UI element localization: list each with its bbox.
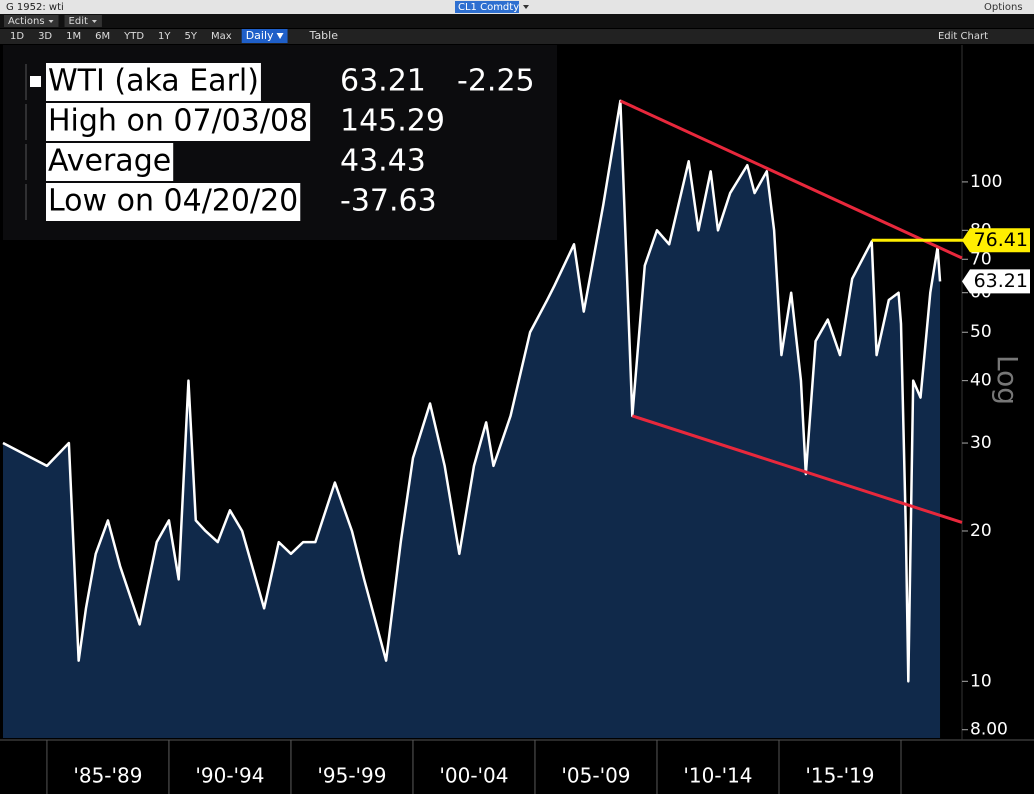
area: [3, 100, 941, 739]
stat-value: 63.21: [340, 64, 426, 99]
x-tick-label: '05-'09: [561, 764, 630, 788]
x-tick-label: '15-'19: [805, 764, 874, 788]
menu-button[interactable]: [4, 15, 59, 27]
y-tick-label: 10: [970, 671, 992, 691]
menu-button[interactable]: [64, 15, 102, 27]
trendline: [619, 99, 963, 260]
table-button[interactable]: Table: [309, 29, 339, 42]
y-tick-label: 20: [970, 521, 992, 541]
ticker[interactable]: CL1 Comdty: [458, 2, 519, 13]
stat-label: Average: [48, 144, 171, 179]
x-tick-label: '85-'89: [73, 764, 142, 788]
stat-value: -37.63: [340, 184, 437, 219]
stat-label-bg: [46, 143, 174, 181]
dropdown-icon: [91, 20, 97, 23]
dropdown-icon: [48, 20, 54, 23]
stat-label-bg: [46, 63, 261, 101]
y-tick-label: 8.00: [970, 720, 1008, 740]
trendline: [631, 414, 963, 524]
stat-label: Low on 04/20/20: [48, 184, 298, 219]
toolbar: [0, 29, 1034, 44]
range-button[interactable]: Max: [211, 31, 232, 42]
edit-chart[interactable]: Edit Chart: [938, 31, 988, 42]
range-button[interactable]: 3D: [38, 31, 52, 42]
dropdown-icon: [276, 33, 284, 39]
menu-bar: [0, 14, 1034, 28]
x-tick-label: '10-'14: [683, 764, 752, 788]
range-button[interactable]: 6M: [95, 31, 110, 42]
stat-label-bg: [46, 103, 311, 141]
stat-value: 43.43: [340, 144, 426, 179]
price-label: 63.21: [974, 270, 1028, 292]
legend-swatch: [30, 76, 41, 87]
y-tick-label: 30: [970, 433, 992, 453]
y-axis-label: Log: [991, 355, 1024, 405]
ticker-box[interactable]: [455, 1, 519, 13]
frequency-label[interactable]: Daily: [246, 29, 274, 42]
options[interactable]: Options: [984, 2, 1023, 13]
menu-label[interactable]: Actions: [8, 16, 45, 27]
x-tick-label: '95-'99: [317, 764, 386, 788]
stat-value: 145.29: [340, 104, 445, 139]
range-button[interactable]: 1D: [10, 31, 24, 42]
menu-label[interactable]: Edit: [69, 16, 88, 27]
range-button[interactable]: 1M: [66, 31, 81, 42]
stat-label: High on 07/03/08: [48, 104, 308, 139]
line: [2, 99, 942, 683]
y-tick-label: 100: [970, 172, 1002, 192]
x-tick-label: '90-'94: [195, 764, 264, 788]
y-tick-label: 40: [970, 371, 992, 391]
stat-label-bg: [46, 183, 301, 221]
stat-label: WTI (aka Earl): [48, 64, 259, 99]
range-button[interactable]: 1Y: [158, 31, 171, 42]
range-button[interactable]: YTD: [123, 31, 144, 42]
y-tick-label: 50: [970, 322, 992, 342]
frequency-button[interactable]: [241, 29, 288, 43]
range-button[interactable]: 5Y: [185, 31, 198, 42]
stat-change: -2.25: [457, 64, 535, 99]
window-title: G 1952: wti: [6, 2, 64, 13]
price-tag: [962, 269, 1030, 294]
y-tick-label: 70: [970, 249, 992, 269]
level-label: 76.41: [974, 229, 1028, 251]
level-tag: [962, 228, 1030, 253]
dropdown-icon: [523, 5, 529, 9]
x-tick-label: '00-'04: [439, 764, 508, 788]
